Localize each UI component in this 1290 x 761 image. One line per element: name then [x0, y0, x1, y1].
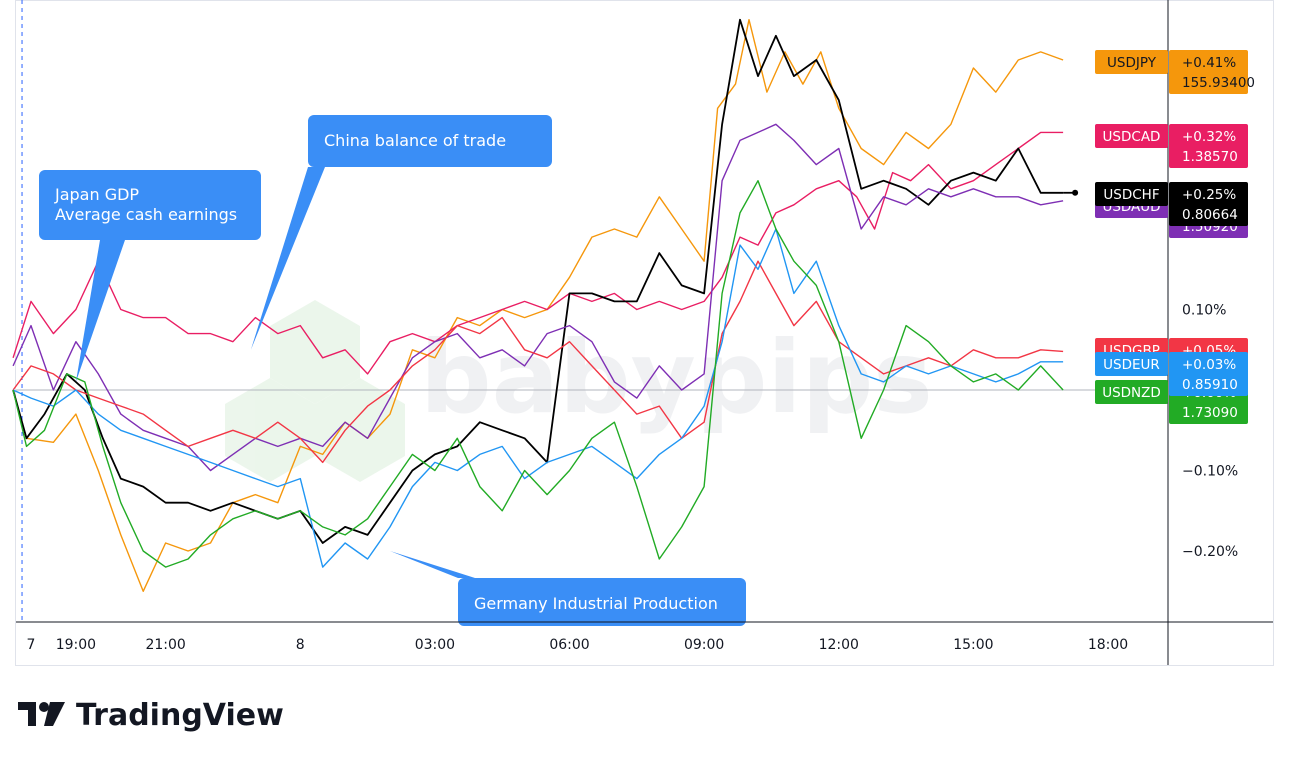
series-line-usdeur: [12, 228, 1064, 568]
price-label: 0.85910: [1182, 377, 1238, 393]
symbol-label: USDJPY: [1107, 55, 1157, 71]
series-lines: [12, 18, 1079, 592]
change-label: +0.25%: [1182, 187, 1236, 203]
series-line-usdgbp: [12, 260, 1064, 464]
price-badge-usdjpy: USDJPY +0.41% 155.93400: [1095, 50, 1255, 94]
annotation-box: [458, 578, 746, 626]
change-label: +0.03%: [1182, 357, 1236, 373]
symbol-label: USDCHF: [1103, 187, 1159, 203]
chart-pane-border: [15, 0, 1274, 666]
x-tick-label: 06:00: [549, 637, 589, 653]
x-tick-label: 18:00: [1088, 637, 1128, 653]
y-tick-label: 0.10%: [1182, 303, 1226, 319]
x-tick-label: 19:00: [56, 637, 96, 653]
price-badge-usdchf: USDCHF +0.25% 0.80664: [1095, 182, 1248, 226]
value-badge: [1169, 50, 1248, 94]
change-label: +0.41%: [1182, 55, 1236, 71]
annotation-pointer: [250, 167, 325, 350]
symbol-badge: [1095, 352, 1168, 376]
symbol-badge: [1095, 124, 1168, 148]
series-line-usdchf: [12, 18, 1064, 544]
y-tick-label: −0.20%: [1182, 544, 1238, 560]
symbol-label: USDEUR: [1103, 357, 1160, 373]
x-tick-label: 03:00: [415, 637, 455, 653]
annotation-text: Japan GDP: [54, 185, 139, 204]
x-tick-label: 8: [296, 637, 305, 653]
annotation-text: Average cash earnings: [55, 205, 237, 224]
change-label: +0.32%: [1182, 129, 1236, 145]
annotation-pointer: [75, 240, 125, 382]
price-label: 155.93400: [1182, 75, 1255, 91]
symbol-label: USDNZD: [1102, 385, 1161, 401]
symbol-badge: [1095, 380, 1168, 404]
last-point-marker: [1072, 189, 1079, 196]
x-tick-label: 12:00: [819, 637, 859, 653]
annotation-box: [39, 170, 261, 240]
value-badge: [1169, 182, 1248, 226]
annotation-callout-2: China balance of trade: [250, 115, 552, 350]
x-tick-label: 15:00: [953, 637, 993, 653]
annotation-text: Germany Industrial Production: [474, 594, 718, 613]
symbol-badge: [1095, 50, 1168, 74]
symbol-badge: [1095, 182, 1168, 206]
series-line-usdnzd: [12, 180, 1064, 568]
value-badge: [1169, 352, 1248, 396]
x-tick-label: 7: [27, 637, 36, 653]
price-label: 1.73090: [1182, 405, 1238, 421]
annotation-callout-3: Germany Industrial Production: [390, 551, 746, 626]
tradingview-branding: TradingView: [18, 698, 284, 733]
grid: [16, 0, 1168, 622]
price-badge-usdeur: USDEUR +0.03% 0.85910: [1095, 352, 1248, 396]
price-label: 1.38570: [1182, 149, 1238, 165]
tradingview-logo-text: TradingView: [76, 698, 284, 733]
series-line-usdjpy: [12, 19, 1064, 592]
tradingview-logo-icon: [18, 702, 65, 726]
annotation-pointer: [390, 551, 475, 578]
symbol-label: USDCAD: [1103, 129, 1161, 145]
y-tick-label: −0.10%: [1182, 464, 1238, 480]
price-badges: USDAUD+0.24%1.50920USDCHF+0.25%0.80664US…: [1095, 50, 1255, 424]
annotation-box: [308, 115, 552, 167]
watermark-text: babypips: [420, 319, 933, 436]
x-tick-label: 21:00: [145, 637, 185, 653]
value-badge: [1169, 124, 1248, 168]
price-badge-usdcad: USDCAD +0.32% 1.38570: [1095, 124, 1248, 168]
watermark-logo-icon: [225, 300, 405, 482]
watermark: babypips: [225, 300, 933, 482]
axes: 7 19:00 21:00 8 03:00 06:00 09:00 12:00 15:00 18:…: [16, 0, 1273, 665]
x-tick-label: 09:00: [684, 637, 724, 653]
price-label: 0.80664: [1182, 207, 1238, 223]
annotation-text: China balance of trade: [324, 131, 506, 150]
